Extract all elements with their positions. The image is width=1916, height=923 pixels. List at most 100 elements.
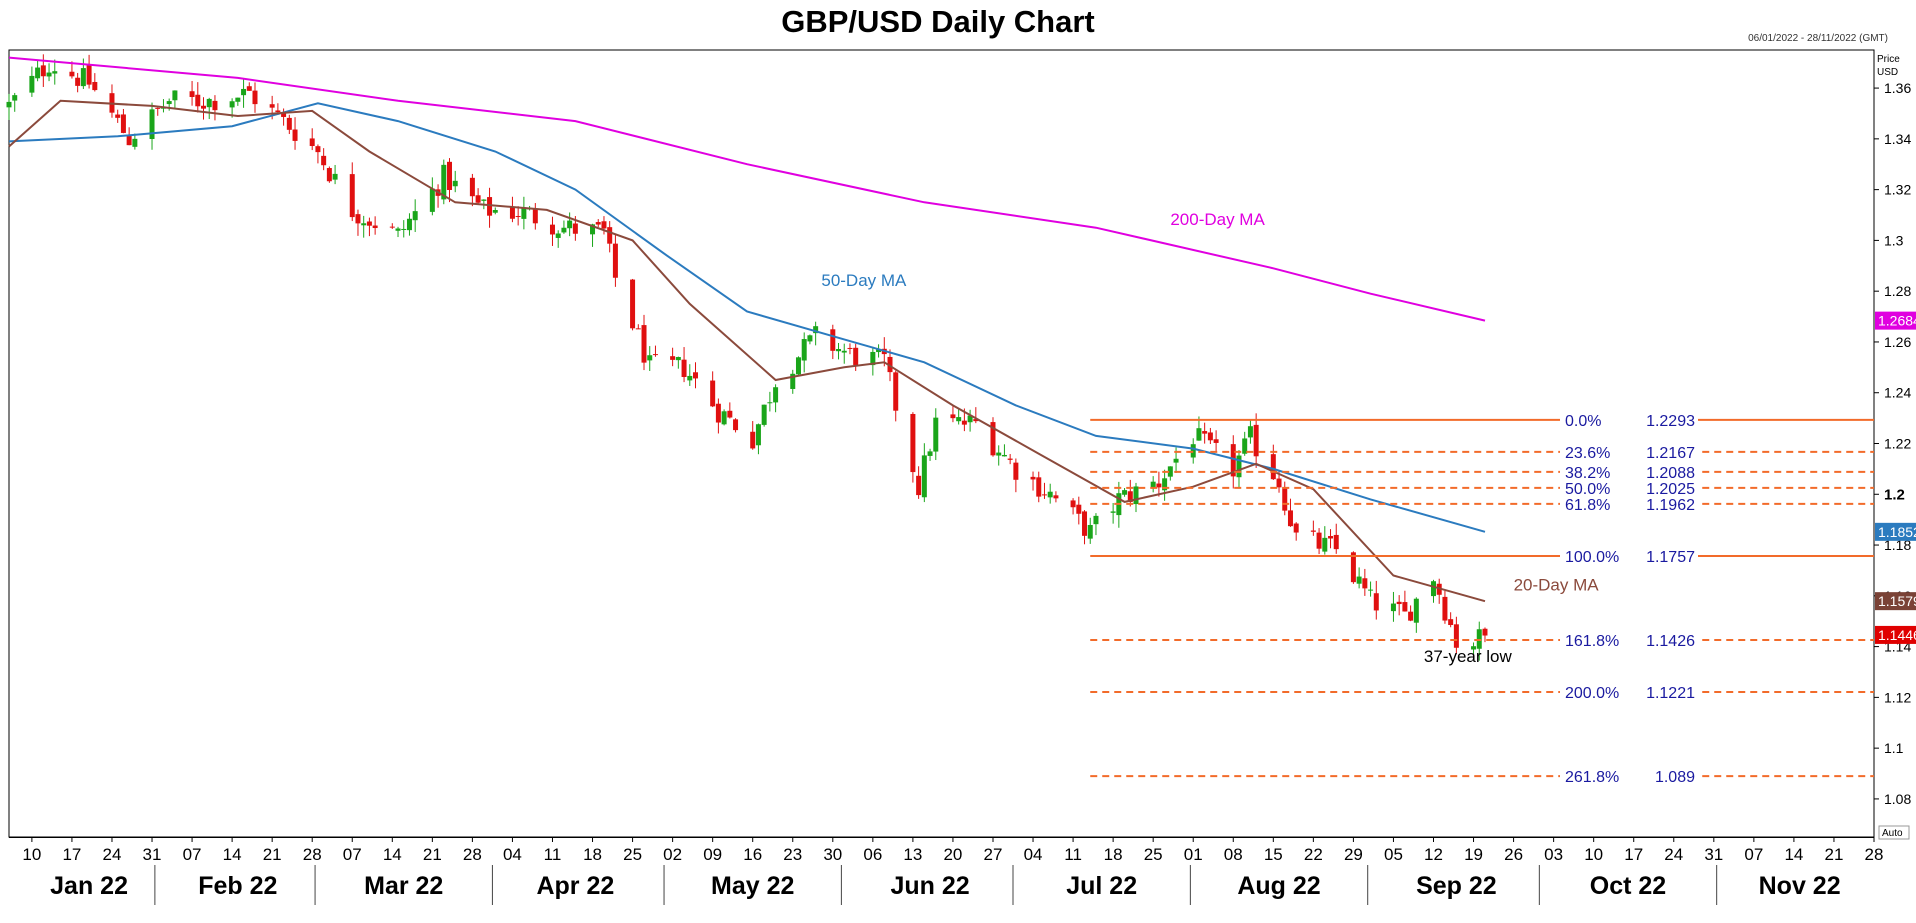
y-tick-label: 1.34 (1884, 131, 1911, 147)
chart-title: GBP/USD Daily Chart (781, 4, 1095, 39)
candle-body (1430, 581, 1436, 597)
candle-body (1282, 487, 1288, 511)
y-tick-label: 1.18 (1884, 537, 1911, 553)
candle-body (607, 227, 613, 244)
candle-body (710, 380, 716, 407)
candle-body (795, 357, 801, 375)
month-label: Nov 22 (1759, 872, 1841, 900)
fib-level-value: 1.089 (1655, 769, 1695, 786)
fib-level-value: 1.2167 (1646, 445, 1695, 462)
candle-body (155, 107, 161, 109)
candle-body (326, 168, 332, 182)
x-tick-label: 15 (1264, 845, 1283, 864)
price-badge (1875, 625, 1916, 644)
ma-line (8, 102, 1486, 533)
x-tick-label: 03 (1544, 845, 1563, 864)
candle-body (475, 195, 481, 203)
y-tick-label: 1.24 (1884, 385, 1911, 401)
month-label: Jul 22 (1066, 872, 1137, 900)
candle-body (1047, 491, 1053, 498)
candle-body (813, 326, 819, 334)
candle-body (961, 420, 967, 425)
candle-body (1030, 476, 1036, 480)
candle-body (921, 455, 927, 498)
candle-body (1408, 611, 1414, 621)
candle-body (1167, 466, 1173, 477)
month-label: Apr 22 (536, 872, 614, 900)
x-tick-label: 08 (1224, 845, 1243, 864)
candle-body (727, 410, 733, 418)
candle-body (406, 218, 412, 231)
candle-body (252, 90, 258, 105)
candle-body (950, 414, 956, 419)
price-badge-value: 1.1446 (1878, 627, 1916, 643)
candle-body (927, 451, 933, 456)
month-label: Feb 22 (198, 872, 277, 900)
candle-body (973, 419, 979, 422)
candle-body (1293, 523, 1299, 533)
candle-body (509, 206, 515, 219)
candle-body (1373, 593, 1379, 611)
candle-body (687, 375, 693, 381)
x-tick-label: 21 (263, 845, 282, 864)
x-tick-label: 13 (903, 845, 922, 864)
fib-level-value: 1.1962 (1646, 497, 1695, 514)
x-tick-label: 25 (1144, 845, 1163, 864)
x-tick-label: 28 (463, 845, 482, 864)
candle-body (555, 233, 561, 238)
x-tick-label: 04 (503, 845, 522, 864)
y-tick-label: 1.12 (1884, 689, 1911, 705)
price-badge (1875, 522, 1916, 541)
candle-body (1133, 486, 1139, 505)
candle-body (75, 77, 81, 86)
price-axis-label: Price (1877, 54, 1900, 65)
candle-body (893, 372, 899, 411)
fib-level-value: 1.1221 (1646, 685, 1695, 702)
candle-body (275, 110, 281, 113)
candle-body (1190, 444, 1196, 458)
x-tick-label: 07 (343, 845, 362, 864)
candle-body (395, 228, 401, 231)
fib-label-bg (1560, 630, 1698, 648)
auto-scale-button[interactable] (1878, 825, 1910, 840)
x-tick-label: 14 (1784, 845, 1803, 864)
candle-body (1471, 646, 1477, 650)
ma-label: 50-Day MA (821, 271, 907, 290)
candle-body (46, 72, 52, 77)
candle-body (412, 211, 418, 221)
candle-body (1150, 481, 1156, 488)
candle-body (1036, 477, 1042, 497)
x-tick-label: 14 (223, 845, 242, 864)
x-tick-label: 11 (544, 845, 562, 864)
candle-body (1110, 511, 1116, 513)
candle-body (229, 101, 235, 108)
candles (6, 54, 1488, 661)
fib-label-bg (1560, 442, 1698, 460)
x-tick-label: 02 (663, 845, 682, 864)
candle-body (515, 216, 521, 218)
candle-body (1482, 628, 1488, 636)
candle-body (321, 155, 327, 166)
candle-body (1173, 458, 1179, 463)
candle-body (647, 355, 653, 361)
price-axis: Price USD Auto 1.081.11.121.141.161.181.… (1874, 54, 1911, 840)
candle-body (549, 224, 555, 235)
candle-body (1448, 619, 1454, 626)
x-tick-label: 30 (823, 845, 842, 864)
y-tick-label: 1.2 (1884, 486, 1905, 503)
x-tick-label: 18 (1104, 845, 1123, 864)
candle-body (715, 403, 721, 423)
candle-body (1247, 426, 1253, 438)
candle-body (269, 104, 275, 108)
month-label: Mar 22 (364, 872, 443, 900)
candle-body (120, 114, 126, 133)
x-tick-label: 29 (1344, 845, 1363, 864)
candle-body (967, 415, 973, 423)
fib-level-pct: 23.6% (1565, 445, 1610, 462)
x-tick-label: 31 (1704, 845, 1723, 864)
candle-body (652, 354, 658, 356)
month-label: Aug 22 (1237, 872, 1320, 900)
candle-body (1122, 490, 1128, 495)
